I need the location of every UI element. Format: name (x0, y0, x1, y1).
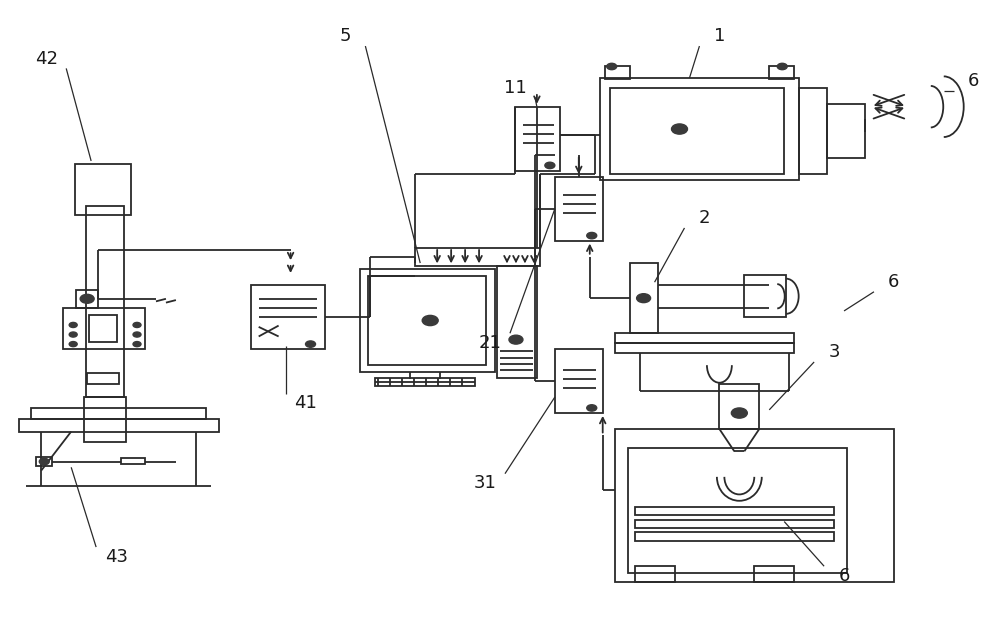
Circle shape (637, 294, 651, 303)
Bar (36, 457, 52, 466)
Bar (754, 566, 794, 582)
Text: 6: 6 (968, 72, 979, 90)
Text: 6: 6 (888, 273, 900, 291)
Text: 41: 41 (294, 394, 317, 412)
Circle shape (607, 63, 617, 70)
Bar (515, 106, 560, 171)
Text: 3: 3 (828, 344, 840, 362)
Bar (744, 275, 786, 317)
Bar (799, 88, 827, 174)
Bar (121, 458, 145, 464)
Bar (75, 164, 131, 215)
Circle shape (422, 315, 438, 326)
Bar (600, 78, 799, 180)
Circle shape (69, 342, 77, 347)
Text: 31: 31 (474, 474, 496, 492)
Bar (360, 269, 495, 372)
Bar (827, 103, 865, 158)
Circle shape (69, 332, 77, 337)
Circle shape (306, 341, 316, 347)
Text: 1: 1 (714, 28, 725, 46)
Bar (87, 373, 119, 385)
Bar (555, 349, 603, 413)
Bar (630, 263, 658, 333)
Bar (615, 429, 894, 582)
Bar (610, 88, 784, 174)
Bar (31, 408, 206, 419)
Circle shape (587, 404, 597, 411)
Bar (251, 285, 325, 349)
Bar (719, 385, 759, 429)
Bar (415, 248, 540, 266)
Circle shape (587, 233, 597, 239)
Circle shape (731, 408, 747, 418)
Circle shape (777, 63, 787, 70)
Bar (605, 67, 630, 79)
Bar (628, 448, 847, 572)
Circle shape (39, 458, 49, 465)
Text: 6: 6 (838, 567, 850, 585)
Bar (769, 67, 794, 79)
Text: 5: 5 (340, 28, 351, 46)
Bar (635, 566, 675, 582)
Text: 21: 21 (479, 334, 501, 352)
Bar (63, 308, 145, 349)
Bar (368, 276, 486, 365)
Circle shape (133, 342, 141, 347)
Text: 2: 2 (699, 210, 710, 228)
Circle shape (80, 294, 94, 303)
Circle shape (69, 322, 77, 328)
Bar (84, 397, 126, 442)
Circle shape (133, 322, 141, 328)
Bar (497, 266, 537, 378)
Bar (86, 206, 124, 397)
Circle shape (509, 335, 523, 344)
Circle shape (133, 332, 141, 337)
Bar (76, 290, 98, 308)
Bar (19, 419, 219, 431)
Bar (555, 177, 603, 241)
Bar (635, 532, 834, 541)
Text: 43: 43 (105, 547, 128, 565)
Bar (615, 333, 794, 343)
Bar (635, 520, 834, 528)
Bar (635, 508, 834, 515)
Bar (89, 315, 117, 342)
Bar (615, 343, 794, 353)
Bar (375, 378, 475, 386)
Circle shape (545, 162, 555, 169)
Circle shape (672, 124, 687, 134)
Text: 42: 42 (35, 50, 58, 68)
Text: 11: 11 (504, 79, 526, 97)
